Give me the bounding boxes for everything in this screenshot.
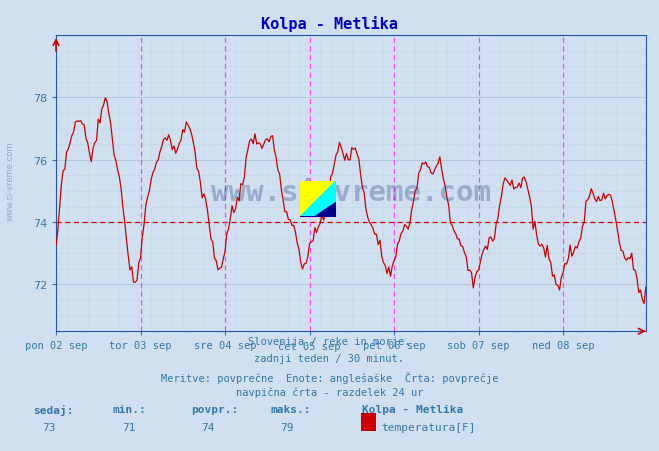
Polygon shape	[300, 181, 336, 218]
Polygon shape	[300, 203, 336, 218]
Text: temperatura[F]: temperatura[F]	[381, 422, 475, 432]
Text: 74: 74	[201, 422, 214, 432]
Text: 71: 71	[122, 422, 135, 432]
Text: maks.:: maks.:	[270, 404, 310, 414]
Text: Slovenija / reke in morje.: Slovenija / reke in morje.	[248, 336, 411, 346]
Text: povpr.:: povpr.:	[191, 404, 239, 414]
Text: navpična črta - razdelek 24 ur: navpična črta - razdelek 24 ur	[236, 387, 423, 397]
Text: sedaj:: sedaj:	[33, 404, 73, 414]
Text: zadnji teden / 30 minut.: zadnji teden / 30 minut.	[254, 353, 405, 363]
Polygon shape	[300, 181, 336, 218]
Text: Meritve: povprečne  Enote: anglešaške  Črta: povprečje: Meritve: povprečne Enote: anglešaške Črt…	[161, 371, 498, 383]
Text: Kolpa - Metlika: Kolpa - Metlika	[261, 16, 398, 32]
Text: 79: 79	[280, 422, 293, 432]
Text: www.si-vreme.com: www.si-vreme.com	[5, 141, 14, 220]
Text: www.si-vreme.com: www.si-vreme.com	[211, 179, 491, 207]
Polygon shape	[314, 203, 336, 218]
Text: 73: 73	[43, 422, 56, 432]
Text: Kolpa - Metlika: Kolpa - Metlika	[362, 404, 464, 414]
Text: min.:: min.:	[112, 404, 146, 414]
